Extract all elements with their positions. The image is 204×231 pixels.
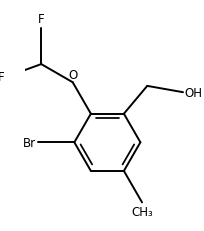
Text: O: O [68,68,77,81]
Text: F: F [0,71,4,84]
Text: OH: OH [184,86,202,99]
Text: CH₃: CH₃ [131,205,152,218]
Text: Br: Br [23,136,36,149]
Text: F: F [38,13,44,26]
